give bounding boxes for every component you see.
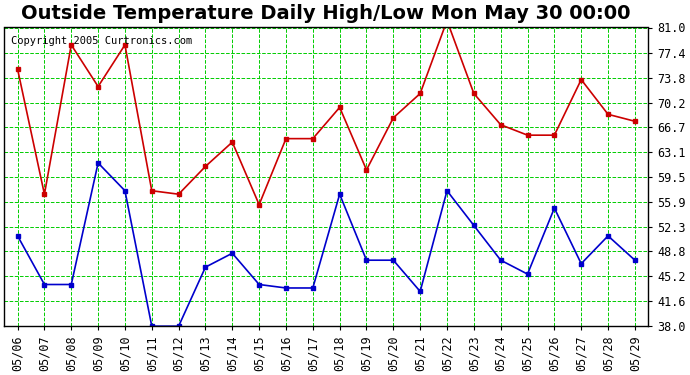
Title: Outside Temperature Daily High/Low Mon May 30 00:00: Outside Temperature Daily High/Low Mon M… bbox=[21, 4, 631, 23]
Text: Copyright 2005 Curtronics.com: Copyright 2005 Curtronics.com bbox=[10, 36, 192, 46]
